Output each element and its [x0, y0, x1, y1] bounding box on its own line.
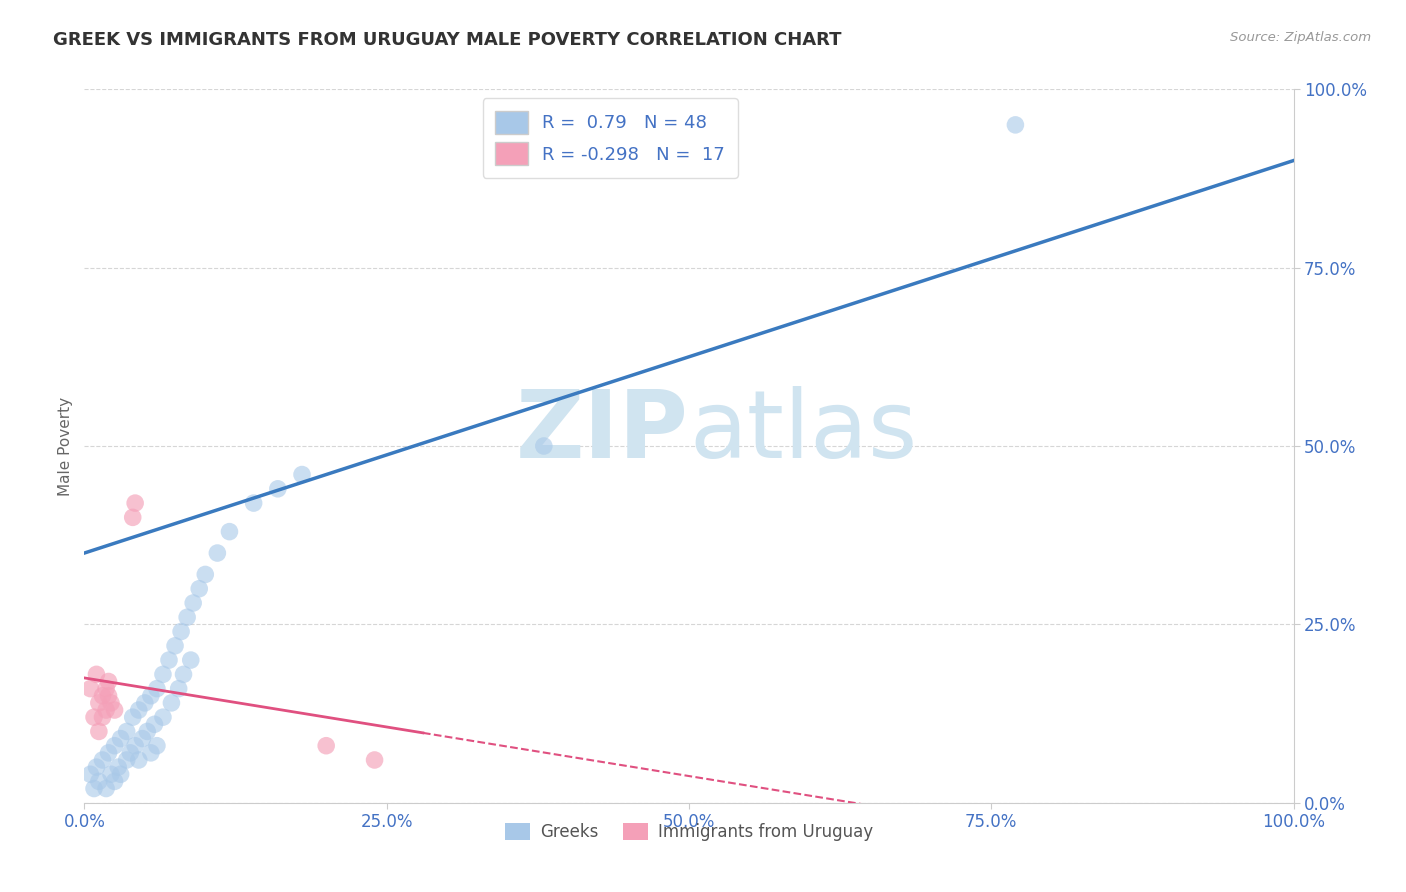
Point — [115, 753, 138, 767]
Point — [143, 717, 166, 731]
Point — [131, 731, 153, 746]
Point — [242, 496, 264, 510]
Point — [207, 546, 229, 560]
Point — [194, 567, 217, 582]
Point — [160, 696, 183, 710]
Point — [115, 724, 138, 739]
Point — [100, 696, 122, 710]
Point — [79, 767, 101, 781]
Text: ZIP: ZIP — [516, 385, 689, 478]
Point — [124, 739, 146, 753]
Point — [91, 689, 114, 703]
Point — [188, 582, 211, 596]
Point — [94, 681, 117, 696]
Point — [100, 767, 122, 781]
Point — [128, 753, 150, 767]
Point — [104, 703, 127, 717]
Point — [104, 774, 127, 789]
Point — [180, 653, 202, 667]
Point — [86, 667, 108, 681]
Text: atlas: atlas — [689, 385, 917, 478]
Point — [91, 710, 114, 724]
Point — [79, 681, 101, 696]
Point — [139, 746, 162, 760]
Point — [121, 710, 143, 724]
Point — [139, 689, 162, 703]
Point — [170, 624, 193, 639]
Point — [83, 710, 105, 724]
Point — [152, 667, 174, 681]
Point — [83, 781, 105, 796]
Point — [134, 696, 156, 710]
Y-axis label: Male Poverty: Male Poverty — [58, 396, 73, 496]
Point — [176, 610, 198, 624]
Point — [94, 703, 117, 717]
Point — [173, 667, 195, 681]
Point — [91, 753, 114, 767]
Point — [533, 439, 555, 453]
Point — [97, 746, 120, 760]
Point — [315, 739, 337, 753]
Legend: Greeks, Immigrants from Uruguay: Greeks, Immigrants from Uruguay — [498, 816, 880, 848]
Point — [97, 689, 120, 703]
Point — [1004, 118, 1026, 132]
Point — [167, 681, 190, 696]
Point — [165, 639, 187, 653]
Point — [363, 753, 385, 767]
Point — [152, 710, 174, 724]
Point — [157, 653, 180, 667]
Point — [97, 674, 120, 689]
Point — [146, 681, 169, 696]
Text: GREEK VS IMMIGRANTS FROM URUGUAY MALE POVERTY CORRELATION CHART: GREEK VS IMMIGRANTS FROM URUGUAY MALE PO… — [53, 31, 842, 49]
Point — [110, 731, 132, 746]
Point — [128, 703, 150, 717]
Point — [121, 510, 143, 524]
Point — [87, 724, 110, 739]
Point — [110, 767, 132, 781]
Point — [291, 467, 314, 482]
Point — [136, 724, 159, 739]
Point — [267, 482, 290, 496]
Point — [181, 596, 204, 610]
Point — [87, 774, 110, 789]
Point — [94, 781, 117, 796]
Point — [104, 739, 127, 753]
Point — [107, 760, 129, 774]
Point — [87, 696, 110, 710]
Text: Source: ZipAtlas.com: Source: ZipAtlas.com — [1230, 31, 1371, 45]
Point — [146, 739, 169, 753]
Point — [120, 746, 142, 760]
Point — [218, 524, 240, 539]
Point — [124, 496, 146, 510]
Point — [86, 760, 108, 774]
